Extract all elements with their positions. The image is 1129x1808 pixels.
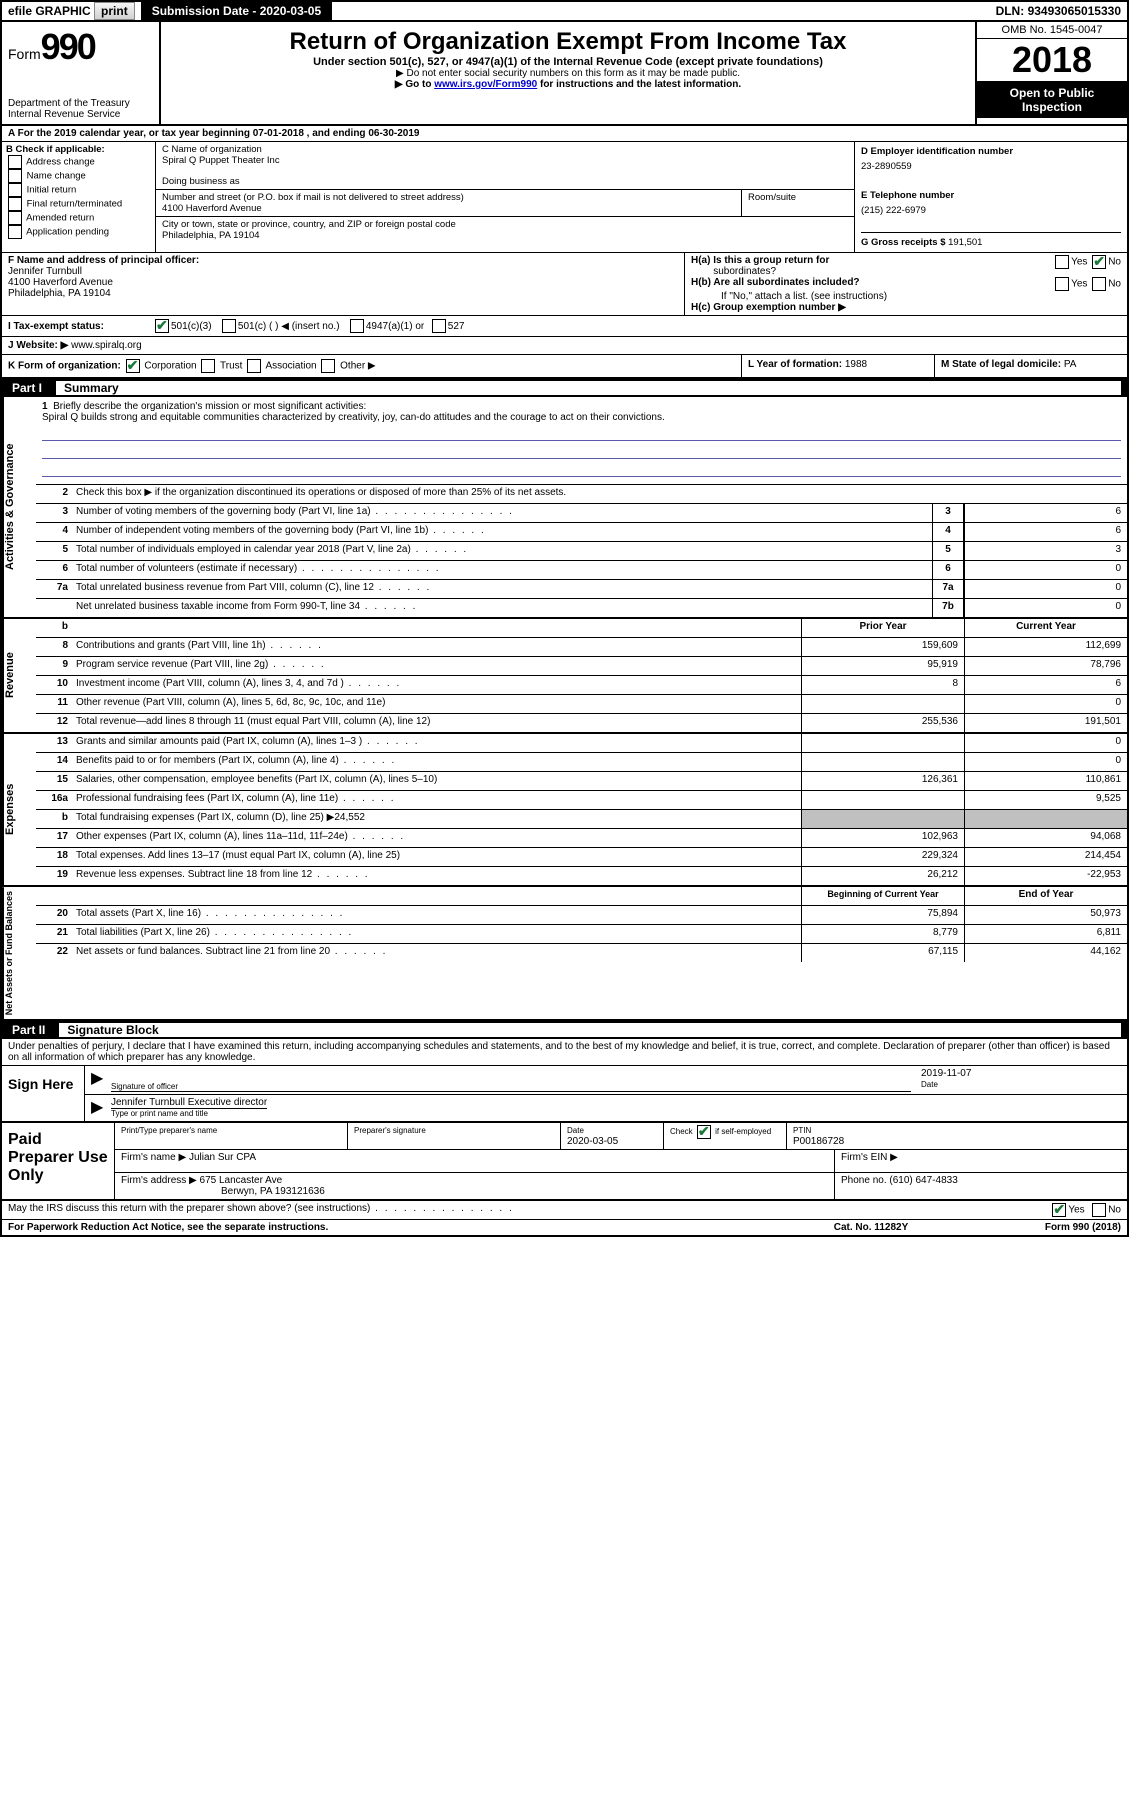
mission-block: 1 Briefly describe the organization's mi… <box>36 397 1127 485</box>
checkbox-trust[interactable] <box>201 359 215 373</box>
checkbox-final[interactable] <box>8 197 22 211</box>
row-k: K Form of organization: Corporation Trus… <box>2 355 1127 379</box>
checkbox-assoc[interactable] <box>247 359 261 373</box>
sig-date: 2019-11-07 <box>921 1068 971 1079</box>
part2-header: Part II Signature Block <box>2 1021 1127 1039</box>
checkbox-other[interactable] <box>321 359 335 373</box>
checkbox-app-pending[interactable] <box>8 225 22 239</box>
section-bcd: B Check if applicable: Address change Na… <box>2 142 1127 253</box>
paid-preparer-block: Paid Preparer Use Only Print/Type prepar… <box>2 1123 1127 1201</box>
part1-header: Part I Summary <box>2 379 1127 397</box>
submission-date: Submission Date - 2020-03-05 <box>142 2 332 20</box>
form-page: efile GRAPHIC print Submission Date - 20… <box>0 0 1129 1237</box>
omb-number: OMB No. 1545-0047 <box>977 22 1127 39</box>
ptin: P00186728 <box>793 1136 844 1147</box>
website: www.spiralq.org <box>71 340 142 351</box>
row-j: J Website: ▶ www.spiralq.org <box>2 337 1127 355</box>
irs-link[interactable]: www.irs.gov/Form990 <box>434 79 537 90</box>
footer: For Paperwork Reduction Act Notice, see … <box>2 1220 1127 1235</box>
org-name: Spiral Q Puppet Theater Inc <box>162 155 280 166</box>
form-note1: ▶ Do not enter social security numbers o… <box>165 68 971 79</box>
checkbox-corp[interactable] <box>126 359 140 373</box>
form-note2: ▶ Go to www.irs.gov/Form990 for instruct… <box>165 79 971 90</box>
vlabel-revenue: Revenue <box>2 619 36 732</box>
box-f: F Name and address of principal officer:… <box>2 253 684 315</box>
irs-label: Internal Revenue Service <box>8 109 153 120</box>
section-revenue: Revenue bPrior YearCurrent Year 8Contrib… <box>2 619 1127 734</box>
checkbox-amended[interactable] <box>8 211 22 225</box>
form-subtitle: Under section 501(c), 527, or 4947(a)(1)… <box>165 56 971 68</box>
checkbox-self-employed[interactable] <box>697 1125 711 1139</box>
state-domicile: PA <box>1064 359 1077 370</box>
top-bar: efile GRAPHIC print Submission Date - 20… <box>2 2 1127 22</box>
checkbox-discuss-no[interactable] <box>1092 1203 1106 1217</box>
open-public-badge: Open to PublicInspection <box>977 82 1127 118</box>
firm-addr: 675 Lancaster Ave <box>200 1175 283 1186</box>
box-c: C Name of organization Spiral Q Puppet T… <box>156 142 855 252</box>
checkbox-501c3[interactable] <box>155 319 169 333</box>
firm-name: Julian Sur CPA <box>189 1152 256 1163</box>
checkbox-hb-yes[interactable] <box>1055 277 1069 291</box>
checkbox-527[interactable] <box>432 319 446 333</box>
gross-receipts: 191,501 <box>948 237 982 248</box>
irs-discuss-row: May the IRS discuss this return with the… <box>2 1201 1127 1220</box>
checkbox-4947[interactable] <box>350 319 364 333</box>
signature-block: Under penalties of perjury, I declare th… <box>2 1039 1127 1123</box>
year-formation: 1988 <box>845 359 867 370</box>
checkbox-ha-yes[interactable] <box>1055 255 1069 269</box>
checkbox-hb-no[interactable] <box>1092 277 1106 291</box>
tax-year: 2018 <box>977 39 1127 82</box>
mission-text: Spiral Q builds strong and equitable com… <box>42 412 665 423</box>
section-fh: F Name and address of principal officer:… <box>2 253 1127 316</box>
org-city: Philadelphia, PA 19104 <box>162 230 260 241</box>
cat-no: Cat. No. 11282Y <box>771 1222 971 1233</box>
sign-here-label: Sign Here <box>2 1066 85 1121</box>
prep-date: 2020-03-05 <box>567 1136 618 1147</box>
efile-label: efile GRAPHIC print <box>2 2 142 20</box>
checkbox-initial[interactable] <box>8 183 22 197</box>
firm-phone: (610) 647-4833 <box>889 1175 957 1186</box>
vlabel-netassets: Net Assets or Fund Balances <box>2 887 36 1019</box>
section-netassets: Net Assets or Fund Balances Beginning of… <box>2 887 1127 1021</box>
print-button[interactable]: print <box>94 2 135 20</box>
vlabel-governance: Activities & Governance <box>2 397 36 617</box>
checkbox-ha-no[interactable] <box>1092 255 1106 269</box>
header-right: OMB No. 1545-0047 2018 Open to PublicIns… <box>975 22 1127 124</box>
dept-label: Department of the Treasury <box>8 98 153 109</box>
checkbox-501c[interactable] <box>222 319 236 333</box>
paid-preparer-label: Paid Preparer Use Only <box>2 1123 115 1199</box>
header-left: Form990 Department of the Treasury Inter… <box>2 22 161 124</box>
dln: DLN: 93493065015330 <box>990 2 1127 20</box>
box-d: D Employer identification number 23-2890… <box>855 142 1127 252</box>
officer-name-title: Jennifer Turnbull Executive director <box>111 1097 267 1109</box>
row-a: A For the 2019 calendar year, or tax yea… <box>2 126 1127 142</box>
phone: (215) 222-6979 <box>861 203 1121 218</box>
section-expenses: Expenses 13Grants and similar amounts pa… <box>2 734 1127 887</box>
checkbox-name-change[interactable] <box>8 169 22 183</box>
box-h: H(a) Is this a group return for subordin… <box>684 253 1127 315</box>
officer-name: Jennifer Turnbull <box>8 266 82 277</box>
form-title: Return of Organization Exempt From Incom… <box>165 28 971 56</box>
ein: 23-2890559 <box>861 159 1121 174</box>
header: Form990 Department of the Treasury Inter… <box>2 22 1127 126</box>
checkbox-discuss-yes[interactable] <box>1052 1203 1066 1217</box>
sig-declaration: Under penalties of perjury, I declare th… <box>2 1039 1127 1066</box>
box-b: B Check if applicable: Address change Na… <box>2 142 156 252</box>
header-mid: Return of Organization Exempt From Incom… <box>161 22 975 124</box>
section-governance: Activities & Governance 1 Briefly descri… <box>2 397 1127 619</box>
checkbox-addr-change[interactable] <box>8 155 22 169</box>
org-address: 4100 Haverford Avenue <box>162 203 262 214</box>
vlabel-expenses: Expenses <box>2 734 36 885</box>
row-i: I Tax-exempt status: 501(c)(3) 501(c) ( … <box>2 316 1127 337</box>
